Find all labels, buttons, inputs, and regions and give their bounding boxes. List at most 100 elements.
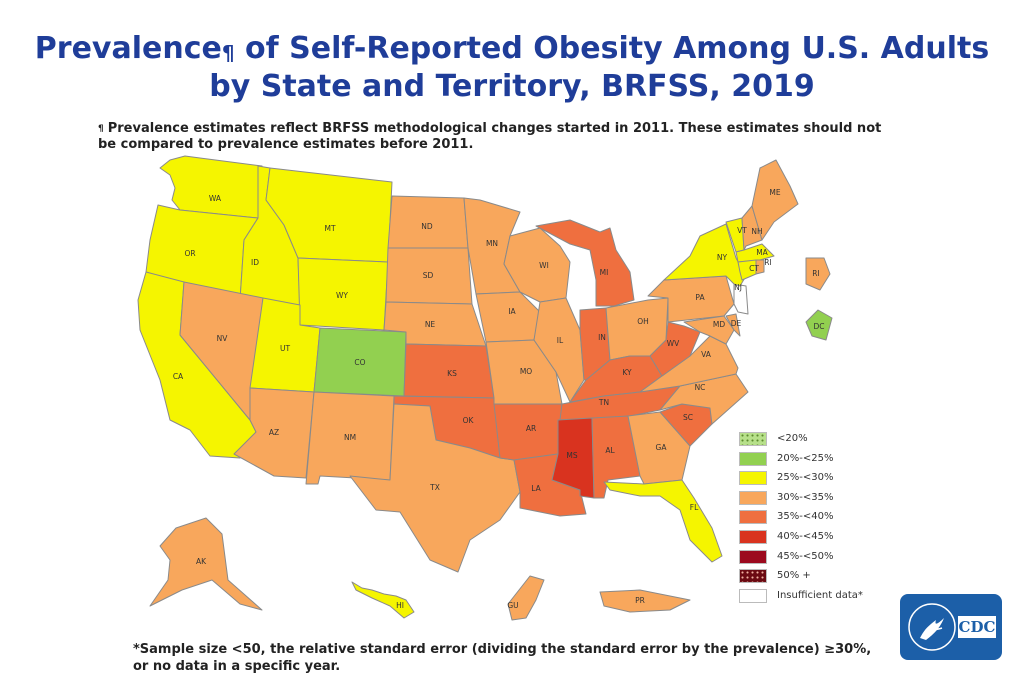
label-mt: MT [324,224,335,233]
label-nm: NM [344,433,356,442]
label-ut: UT [280,344,290,353]
title-line2: by State and Territory, BRFSS, 2019 [209,69,815,104]
label-nd: ND [421,222,433,231]
state-pr [599,589,691,613]
label-ma: MA [756,248,768,257]
label-wv: WV [667,339,680,348]
label-vt: VT [737,226,747,235]
state-hi [351,581,415,619]
label-nv: NV [217,334,229,343]
state-md [683,315,735,345]
label-co: CO [354,358,365,367]
label-dc: DC [813,322,824,331]
label-id: ID [251,258,259,267]
label-ri-inset: RI [812,269,819,278]
label-md: MD [713,320,725,329]
label-wy: WY [336,291,348,300]
legend-label: 25%-<30% [777,472,834,484]
label-pr: PR [635,596,645,605]
state-fl [603,479,723,563]
title-pilcrow: ¶ [221,41,235,65]
legend-swatch [739,588,767,603]
label-ca: CA [173,372,184,381]
label-or: OR [184,249,195,258]
label-pa: PA [695,293,705,302]
legend-swatch [739,490,767,505]
title-line1-pre: Prevalence [34,31,222,66]
label-il: IL [557,336,564,345]
label-ok: OK [463,416,475,425]
label-la: LA [531,484,541,493]
label-mn: MN [486,239,498,248]
cdc-logo: CDC [900,594,1002,660]
footnote-line2: or no data in a specific year. [133,659,341,674]
state-dc-inset [805,309,833,341]
label-ar: AR [526,424,536,433]
state-nh [741,205,763,251]
state-gu [507,575,545,621]
label-oh: OH [637,317,649,326]
legend-swatch [739,471,767,486]
note-pilcrow: ¶ [98,124,104,134]
legend-label: <20% [777,433,808,444]
legend-swatch [739,569,767,584]
footnote-line1: *Sample size <50, the relative standard … [133,642,872,657]
label-wi: WI [539,261,549,270]
label-mo: MO [520,367,532,376]
legend-swatch [739,432,767,446]
state-va [639,335,739,393]
label-sc: SC [683,413,693,422]
label-gu: GU [507,601,518,610]
legend-swatch [739,451,767,466]
legend-label: 40%-<45% [777,531,834,542]
title-line1-post: of Self-Reported Obesity Among U.S. Adul… [234,31,990,66]
label-nj: NJ [734,283,742,292]
legend-swatch [739,549,767,564]
label-sd: SD [423,271,434,280]
state-ri-inset [805,257,831,291]
label-mi: MI [600,268,609,277]
legend-swatch [739,510,767,525]
label-nh: NH [751,227,762,236]
label-fl: FL [690,503,699,512]
state-ak [149,517,263,611]
label-me: ME [769,188,780,197]
label-va: VA [701,350,712,359]
legend-label: 50% + [777,570,811,582]
label-ks: KS [447,369,457,378]
label-in: IN [598,333,606,342]
state-tx [349,403,521,573]
note-text: Prevalence estimates reflect BRFSS metho… [98,121,882,152]
state-il [533,297,585,403]
state-me [751,159,799,241]
label-de: DE [731,319,742,328]
state-ct [737,259,757,281]
label-ms: MS [566,451,577,460]
state-de [725,313,741,337]
state-labels: WA OR CA ID NV MT WY UT AZ CO NM ND SD N… [173,188,825,610]
state-ri [755,259,765,275]
label-az: AZ [269,428,279,437]
state-wv [649,321,701,377]
legend-label: 35%-<40% [777,511,834,523]
label-tx: TX [429,483,440,492]
label-ky: KY [622,368,632,377]
methodology-note: ¶ Prevalence estimates reflect BRFSS meth… [98,121,898,153]
legend-swatch [739,530,767,544]
page-title: Prevalence¶ of Self-Reported Obesity Amo… [0,30,1024,106]
legend-label: 30%-<35% [777,491,834,503]
label-ny: NY [717,253,728,262]
label-ia: IA [508,307,516,316]
label-tn: TN [598,398,609,407]
state-mi [535,219,635,307]
legend-label: Insufficient data* [777,589,863,601]
label-ga: GA [656,443,668,452]
state-nj [733,283,749,315]
hhs-eagle-icon [908,603,956,651]
label-ne: NE [425,320,436,329]
label-hi: HI [396,601,404,610]
cdc-wordmark: CDC [958,616,996,638]
label-ak: AK [196,557,207,566]
label-nc: NC [695,383,706,392]
